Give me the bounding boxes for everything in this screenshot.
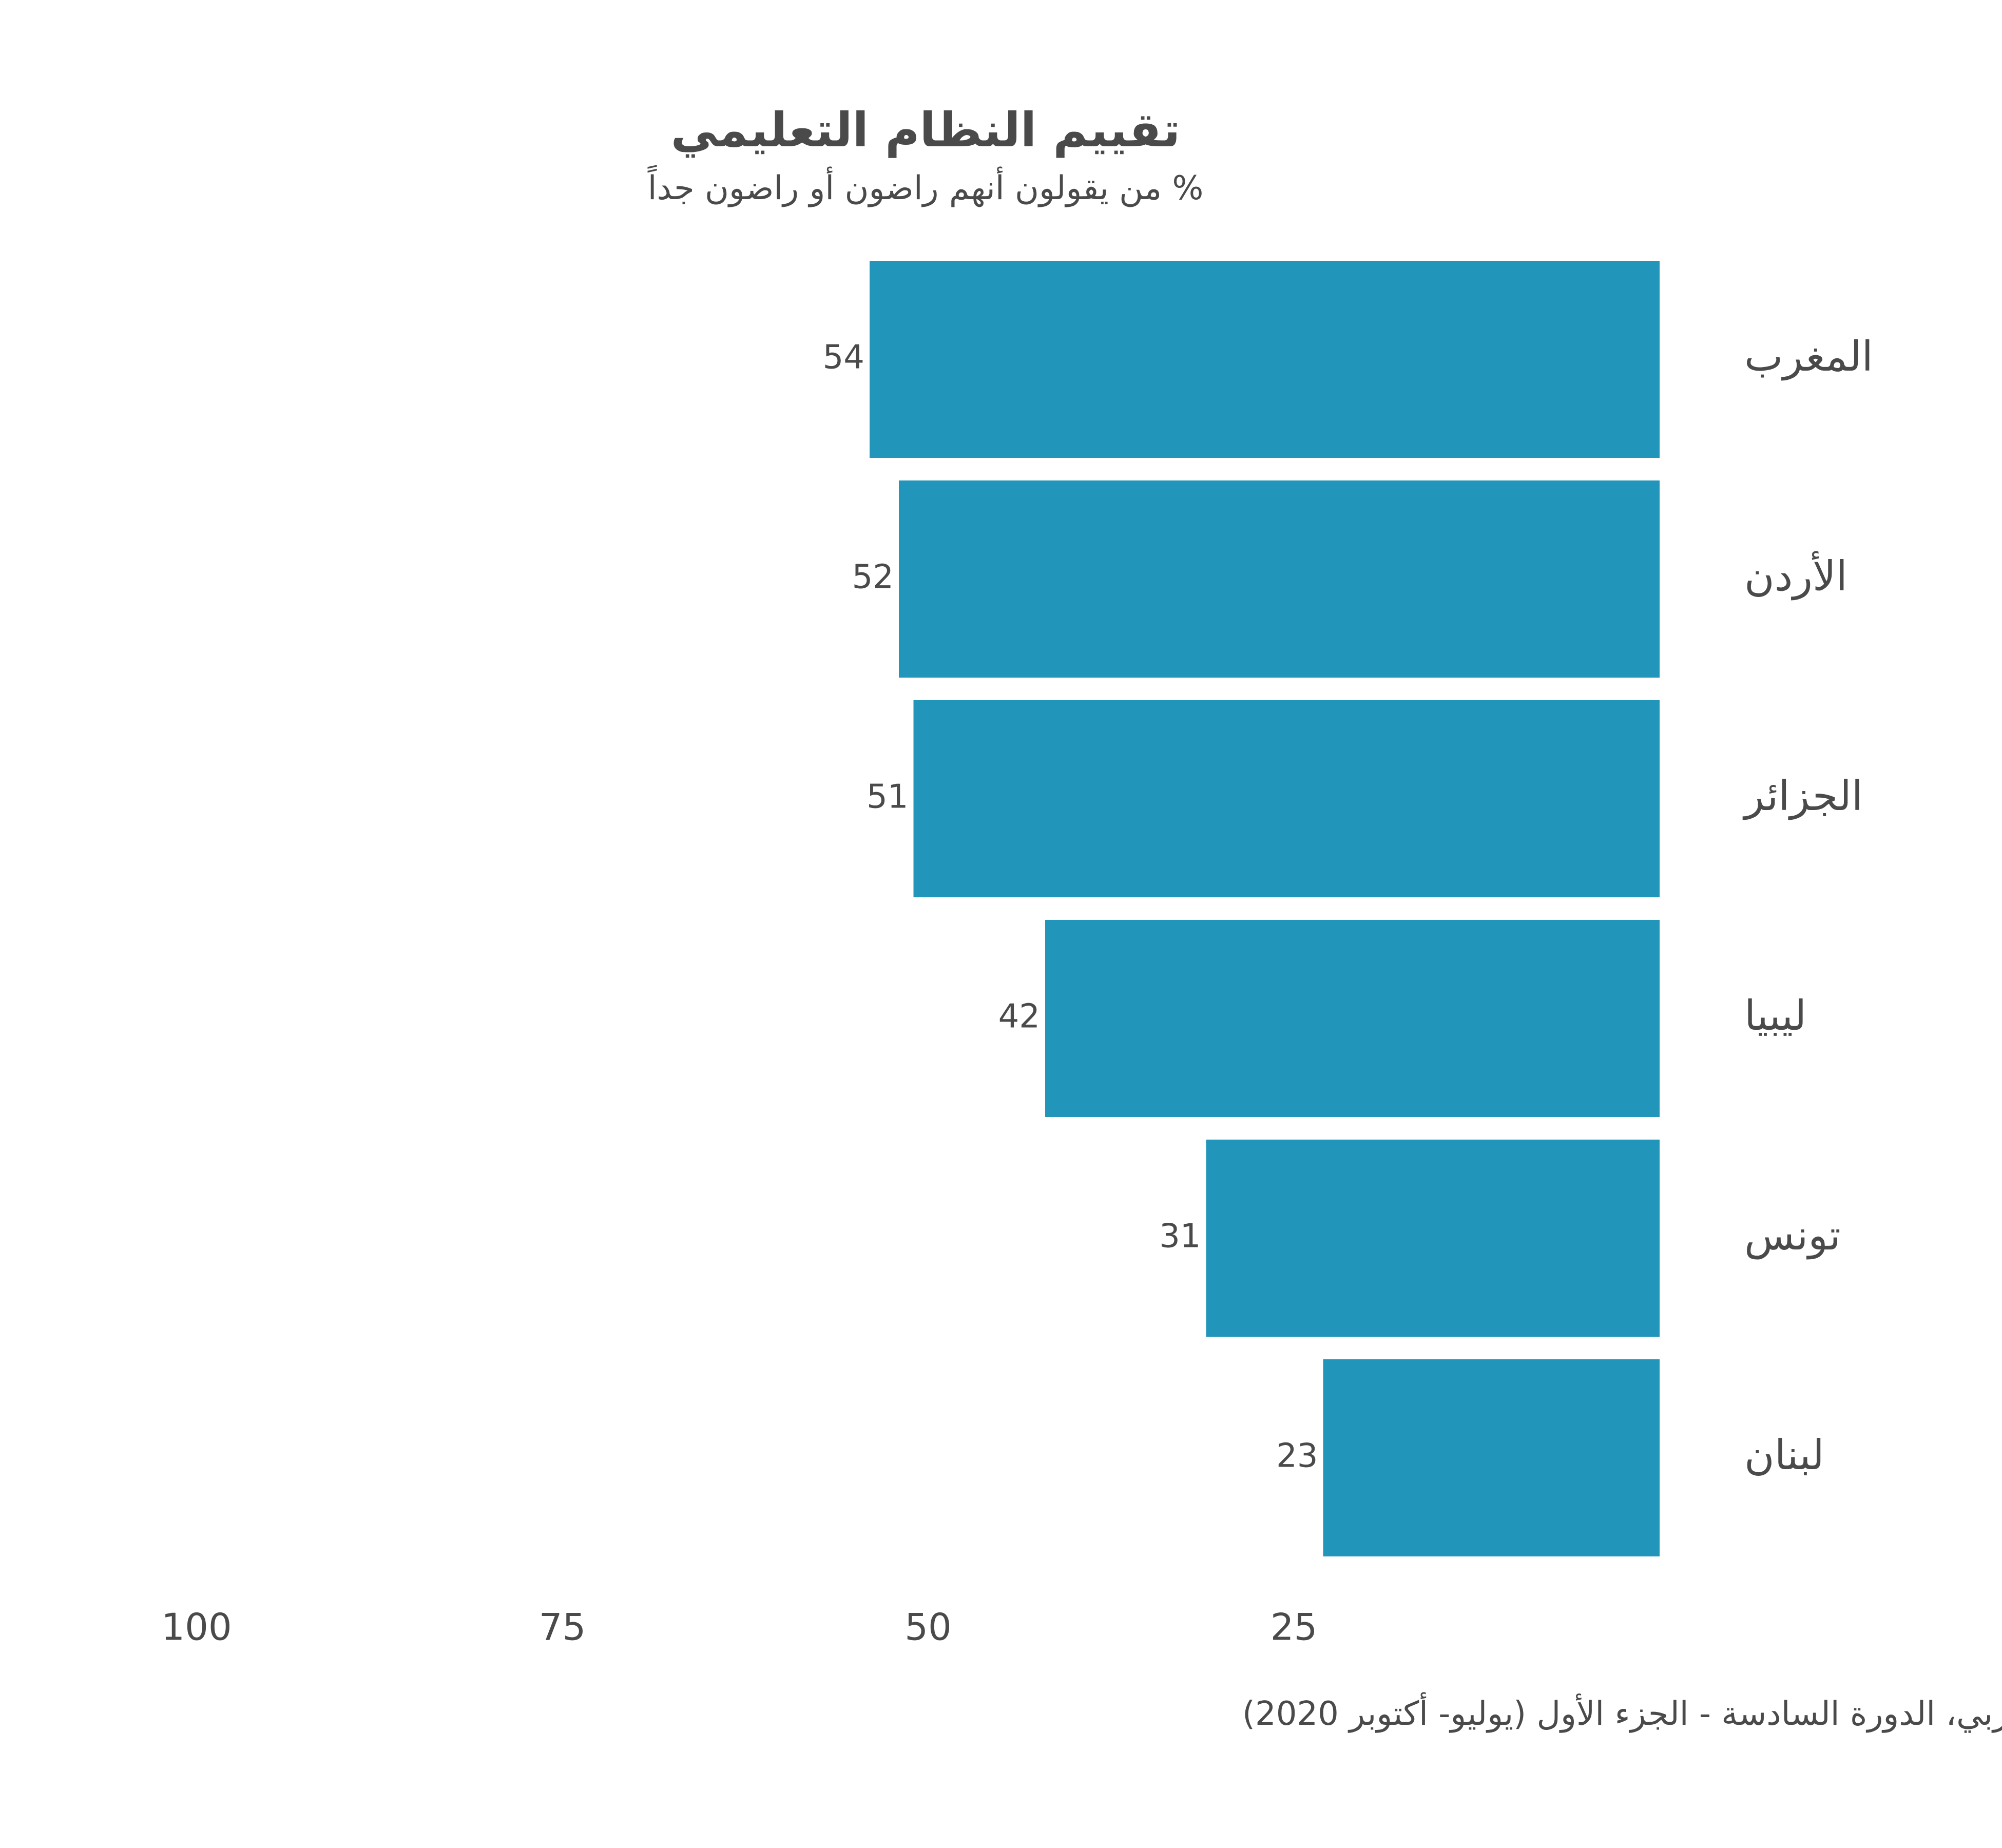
value-label-item-4: 42 [998, 998, 1040, 1036]
source-note: الباروميتر العربي، الدورة السادسة - الجز… [1242, 1692, 2002, 1733]
category-label-item-5: تونس [1744, 1211, 1841, 1260]
value-label-item-5: 31 [1159, 1218, 1201, 1256]
bar-item-5 [1206, 1140, 1660, 1337]
value-label-item-1: 54 [823, 339, 864, 377]
x-tick-label-2: 75 [539, 1606, 586, 1649]
value-label-item-3: 51 [867, 778, 908, 816]
category-labels: المغرب الأردن الجزائر ليبيا تونس لبنان [1742, 333, 1873, 1479]
category-label-item-4: ليبيا [1744, 992, 1806, 1040]
bar-item-1 [870, 261, 1660, 458]
bar-item-2 [899, 480, 1660, 678]
category-label-item-3: الجزائر [1742, 772, 1863, 820]
value-label-item-2: 52 [852, 559, 894, 596]
bars-layer [870, 261, 1660, 1556]
category-label-item-6: لبنان [1744, 1431, 1824, 1479]
x-tick-label-3: 50 [904, 1606, 952, 1649]
chart-title: تقييم النظام التعليمي [671, 103, 1181, 158]
x-tick-label-1: 100 [161, 1606, 232, 1649]
bar-item-4 [1045, 920, 1660, 1117]
category-label-item-1: المغرب [1744, 333, 1873, 381]
value-labels: 54 52 51 42 31 23 [823, 339, 1318, 1475]
category-label-item-2: الأردن [1744, 551, 1847, 601]
bar-item-3 [913, 700, 1660, 897]
bar-item-6 [1323, 1359, 1660, 1556]
x-tick-label-4: 25 [1270, 1606, 1318, 1649]
value-label-item-6: 23 [1276, 1437, 1318, 1475]
chart-subtitle: % من يقولون أنهم راضون أو راضون جداً [647, 165, 1204, 207]
x-axis-ticks: 100 75 50 25 [161, 1606, 1317, 1649]
